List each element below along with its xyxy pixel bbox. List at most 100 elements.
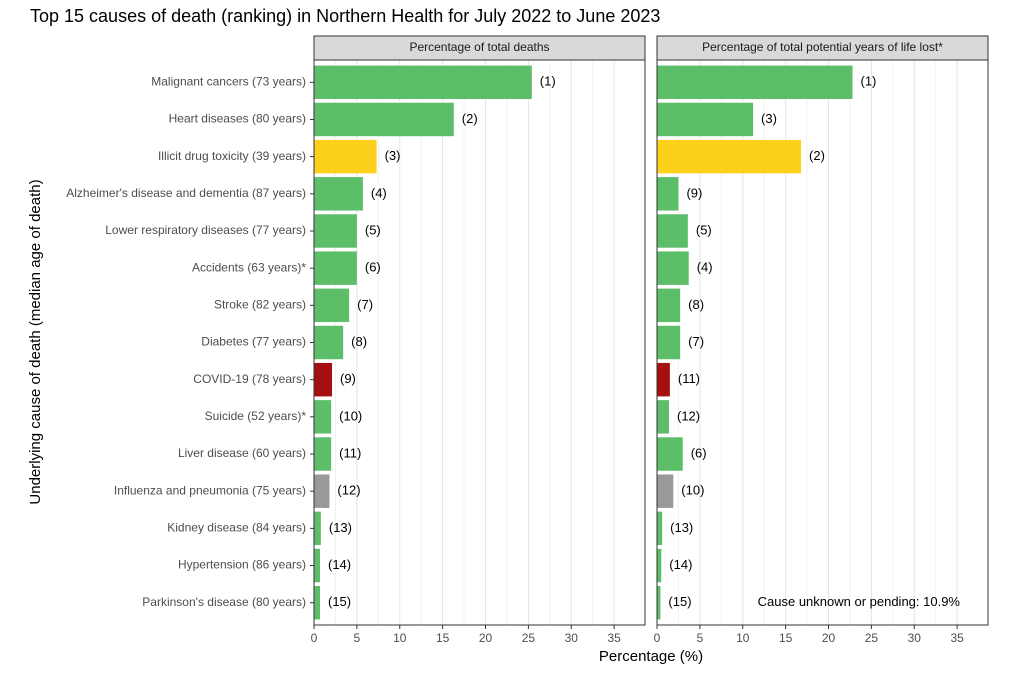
value-label: (4) <box>371 185 387 200</box>
value-label: (2) <box>809 148 825 163</box>
y-tick-label: Heart diseases (80 years) <box>169 112 306 126</box>
value-label: (2) <box>462 111 478 126</box>
value-label: (8) <box>688 297 704 312</box>
bar <box>314 288 350 323</box>
bar <box>314 400 332 434</box>
y-tick-label: Lower respiratory diseases (77 years) <box>105 223 306 237</box>
y-tick-label: Alzheimer's disease and dementia (87 yea… <box>66 186 306 200</box>
bar <box>657 437 683 471</box>
value-label: (15) <box>668 594 691 609</box>
bar <box>314 177 363 211</box>
bar <box>657 177 679 211</box>
value-label: (10) <box>339 408 362 423</box>
value-label: (1) <box>861 74 877 89</box>
value-label: (4) <box>697 260 713 275</box>
y-tick-label: Suicide (52 years)* <box>205 409 307 423</box>
x-tick-label: 25 <box>522 631 536 645</box>
y-tick-label: Hypertension (86 years) <box>178 558 306 572</box>
panel-strip <box>313 35 646 61</box>
bar <box>314 437 332 471</box>
value-label: (1) <box>540 74 556 89</box>
bar <box>657 251 689 285</box>
value-label: (9) <box>340 371 356 386</box>
annotation: Cause unknown or pending: 10.9% <box>758 594 961 609</box>
value-label: (5) <box>365 222 381 237</box>
value-label: (11) <box>339 445 361 460</box>
x-axis-label: Percentage (%) <box>599 648 703 665</box>
bar <box>314 474 330 508</box>
y-tick-label: Parkinson's disease (80 years) <box>142 595 306 609</box>
value-label: (14) <box>669 557 692 572</box>
x-tick-label: 0 <box>654 631 661 645</box>
x-tick-label: 15 <box>779 631 793 645</box>
value-label: (15) <box>328 594 351 609</box>
value-label: (5) <box>696 222 712 237</box>
y-tick-label: Liver disease (60 years) <box>178 446 306 460</box>
value-label: (7) <box>688 334 704 349</box>
y-axis-label: Underlying cause of death (median age of… <box>27 179 44 504</box>
x-tick-label: 0 <box>311 631 318 645</box>
bar <box>657 102 754 137</box>
bar <box>314 362 333 397</box>
bar <box>657 139 802 174</box>
y-tick-label: Influenza and pneumonia (75 years) <box>114 483 306 497</box>
x-tick-label: 10 <box>736 631 750 645</box>
panel-border <box>656 59 989 626</box>
value-label: (3) <box>761 111 777 126</box>
panel-strip <box>656 35 989 61</box>
x-tick-label: 20 <box>822 631 836 645</box>
value-label: (13) <box>670 520 693 535</box>
bar <box>657 511 663 546</box>
panel-border <box>313 59 646 626</box>
value-label: (12) <box>337 483 360 498</box>
panel-title: Percentage of total potential years of l… <box>702 40 943 54</box>
bar <box>314 548 321 583</box>
bar <box>657 548 662 583</box>
bar <box>657 65 853 100</box>
bar <box>657 474 674 508</box>
value-label: (11) <box>678 371 700 386</box>
bar <box>657 362 670 397</box>
value-label: (14) <box>328 557 351 572</box>
bar <box>314 585 321 620</box>
chart-title: Top 15 causes of death (ranking) in Nort… <box>30 6 660 26</box>
bar <box>657 325 681 360</box>
value-label: (12) <box>677 408 700 423</box>
value-label: (9) <box>686 185 702 200</box>
value-label: (6) <box>691 445 707 460</box>
bar <box>314 102 454 137</box>
x-tick-label: 5 <box>697 631 704 645</box>
x-tick-label: 30 <box>908 631 922 645</box>
x-tick-label: 35 <box>607 631 621 645</box>
x-tick-label: 20 <box>479 631 493 645</box>
value-label: (7) <box>357 297 373 312</box>
y-tick-label: COVID-19 (78 years) <box>193 372 306 386</box>
bar <box>314 251 357 285</box>
bar <box>314 139 377 174</box>
value-label: (3) <box>385 148 401 163</box>
y-tick-label: Diabetes (77 years) <box>201 335 306 349</box>
x-tick-label: 35 <box>950 631 964 645</box>
bar <box>657 400 670 434</box>
bar <box>657 288 681 323</box>
y-tick-label: Malignant cancers (73 years) <box>151 74 306 88</box>
y-tick-label: Accidents (63 years)* <box>192 260 306 274</box>
value-label: (13) <box>329 520 352 535</box>
value-label: (10) <box>681 483 704 498</box>
bar <box>657 585 661 620</box>
x-tick-label: 5 <box>354 631 361 645</box>
bar <box>314 325 344 360</box>
panel-title: Percentage of total deaths <box>409 40 549 54</box>
bar <box>314 214 357 248</box>
x-tick-label: 10 <box>393 631 407 645</box>
value-label: (8) <box>351 334 367 349</box>
x-tick-label: 30 <box>565 631 579 645</box>
y-tick-label: Illicit drug toxicity (39 years) <box>158 149 306 163</box>
value-label: (6) <box>365 260 381 275</box>
bar <box>314 511 321 546</box>
bar <box>657 214 688 248</box>
y-tick-label: Kidney disease (84 years) <box>167 521 306 535</box>
y-tick-label: Stroke (82 years) <box>214 298 306 312</box>
x-tick-label: 15 <box>436 631 450 645</box>
